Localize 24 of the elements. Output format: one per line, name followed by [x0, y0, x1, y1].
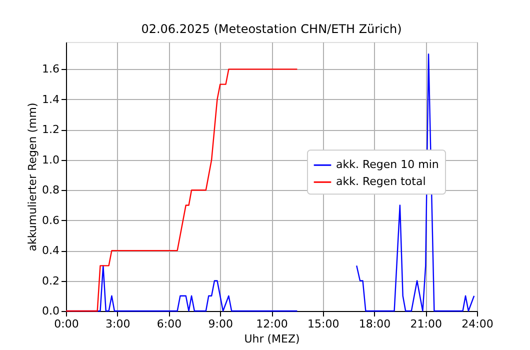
y-tick-label: 1.4 [42, 92, 60, 106]
y-tick-label: 1.6 [42, 62, 60, 76]
y-tick-label: 1.2 [42, 123, 60, 136]
y-tick-label: 0.2 [42, 274, 60, 288]
x-tick-label: 6:00 [156, 318, 182, 330]
x-tick-label: 15:00 [308, 318, 340, 330]
y-tick-label: 0.8 [42, 184, 60, 197]
legend-label: akk. Regen total [336, 175, 426, 188]
x-tick-label: 12:00 [256, 318, 288, 330]
y-axis-title: akkumulierter Regen (mm) [26, 102, 40, 252]
x-tick-label: 24:00 [462, 318, 494, 330]
chart-title: 02.06.2025 (Meteostation CHN/ETH Zürich) [141, 22, 402, 36]
y-tick-label: 0.4 [42, 244, 60, 258]
y-tick-label: 0.6 [42, 214, 60, 227]
x-tick-label: 0:00 [54, 318, 79, 330]
y-tick-label: 0.0 [42, 304, 60, 318]
x-tick-label: 9:00 [208, 318, 233, 330]
x-tick-label: 3:00 [106, 318, 130, 330]
x-tick-label: 18:00 [358, 318, 391, 330]
y-tick-label: 1.0 [42, 153, 60, 166]
line-series [65, 68, 298, 312]
x-tick-label: 21:00 [410, 318, 442, 330]
legend-label: akk. Regen 10 min [336, 158, 439, 172]
x-axis-title: Uhr (MEZ) [244, 332, 300, 346]
